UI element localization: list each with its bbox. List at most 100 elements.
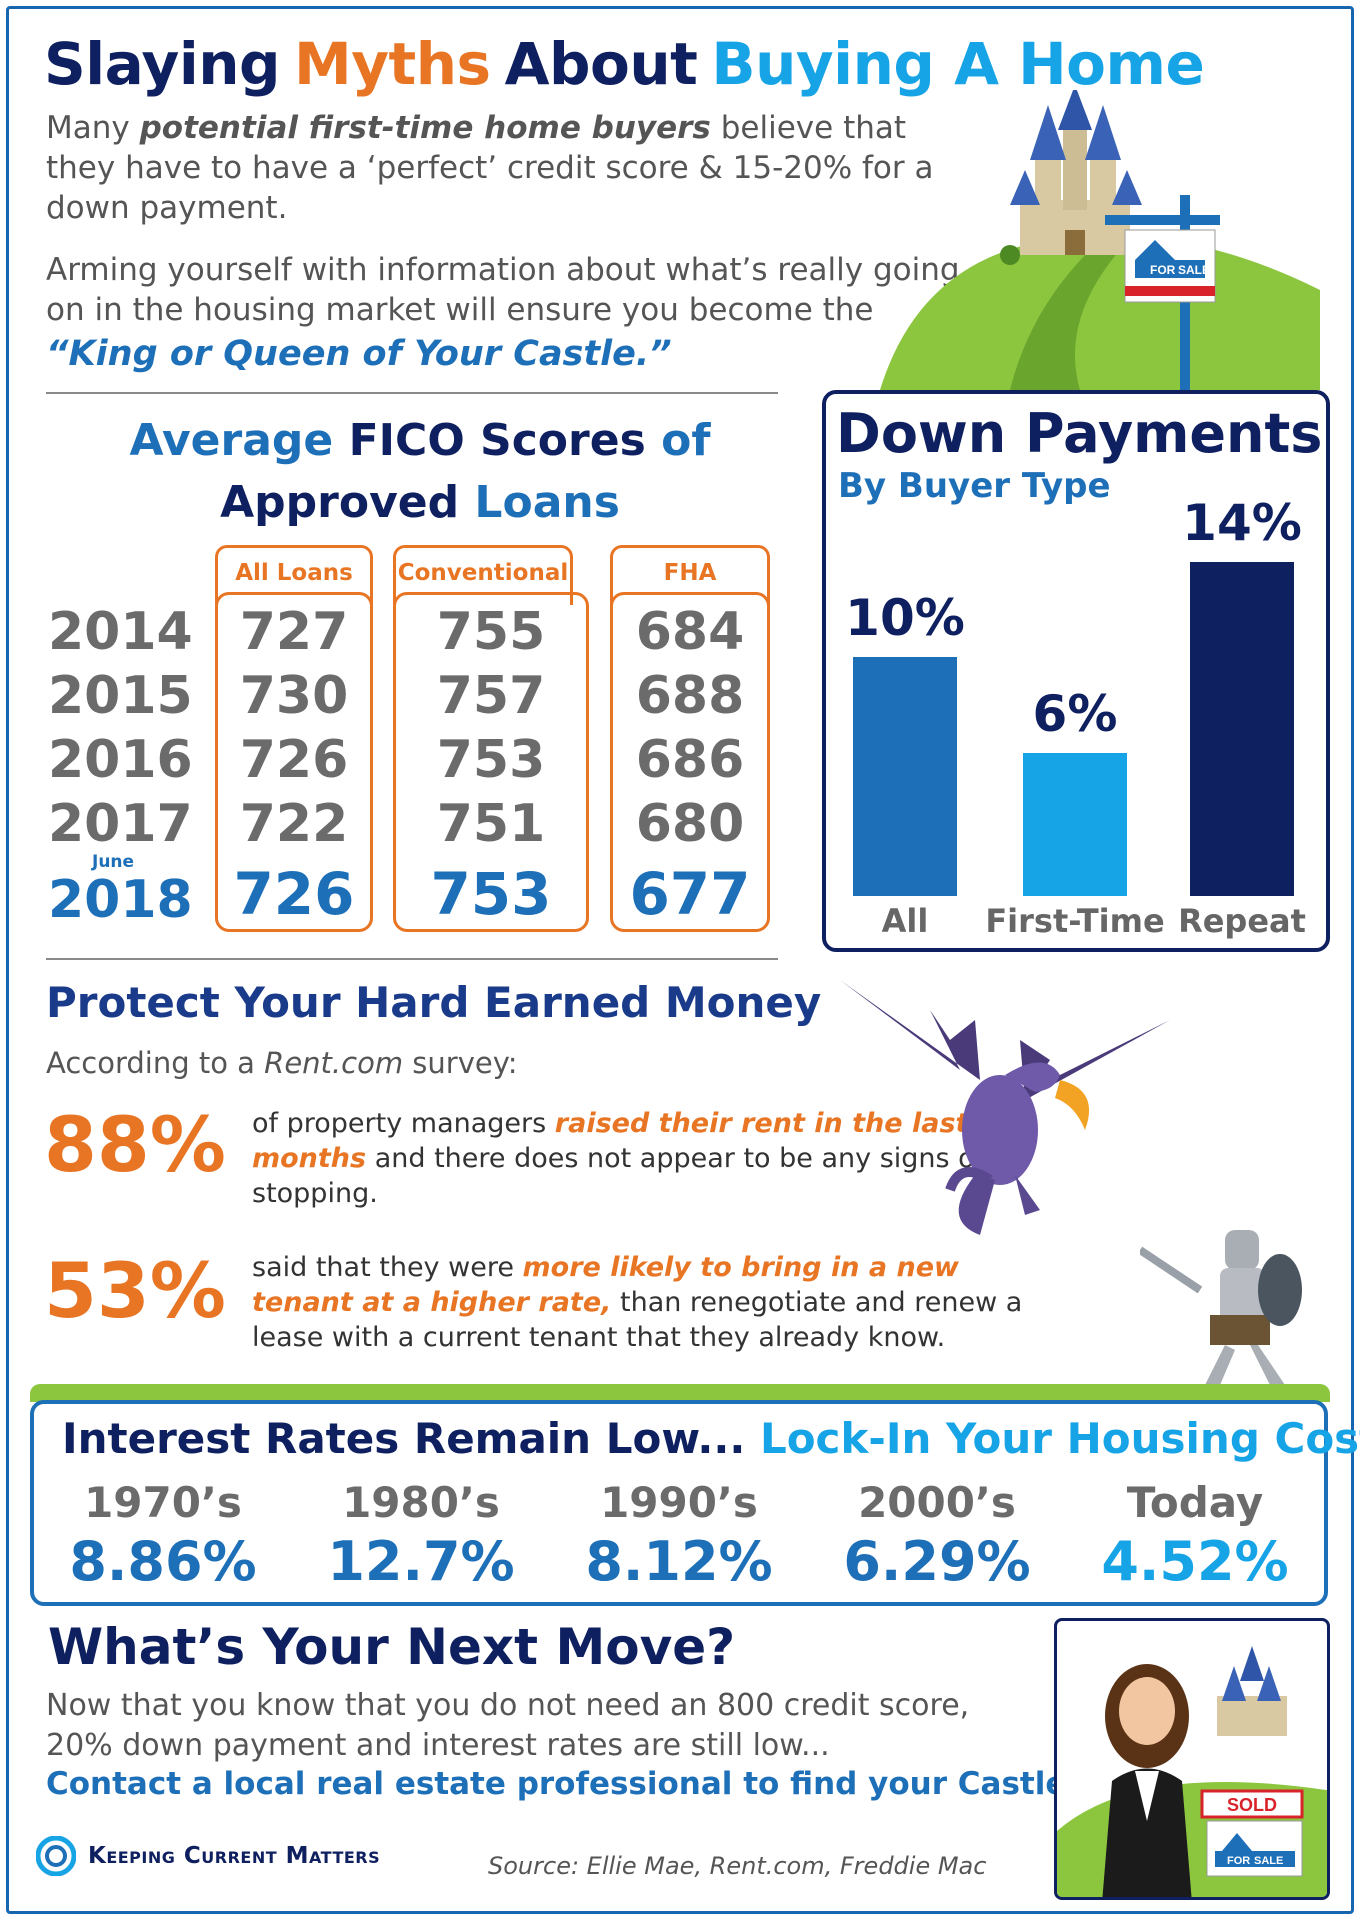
- fico-cell-highlight: 726: [233, 860, 355, 928]
- agent-illustration: SOLD FOR SALE: [1057, 1646, 1327, 1897]
- title-word: Myths: [294, 30, 491, 98]
- bar-all: [853, 657, 957, 896]
- for-sale-text: FOR: [1227, 1855, 1250, 1867]
- bar-value-label: 6%: [1032, 685, 1118, 743]
- page-frame: [6, 6, 1354, 1914]
- rate-value: 8.12%: [585, 1530, 773, 1593]
- contact-cta: Contact a local real estate professional…: [46, 1766, 1081, 1802]
- rate-value: 6.29%: [843, 1530, 1031, 1593]
- decade-label: 2000’s: [858, 1478, 1016, 1527]
- bar-value-label: 10%: [845, 589, 965, 647]
- decade-label: 1970’s: [84, 1478, 242, 1527]
- decade-label: Today: [1126, 1478, 1264, 1527]
- fico-cell: 755: [436, 602, 546, 662]
- bar-repeat: [1190, 562, 1294, 896]
- column-box-fha: [610, 592, 770, 932]
- fico-title-word: FICO Scores: [348, 415, 646, 466]
- interest-title-part: Lock-In Your Housing Cost: [759, 1414, 1360, 1463]
- stat-emphasis: raised their rent in the last 12 months: [252, 1108, 1016, 1174]
- sold-sign-icon: SOLD FOR SALE: [1200, 1789, 1304, 1877]
- grass-strip: [30, 1384, 1330, 1402]
- fico-cell: 727: [239, 602, 349, 662]
- for-sale-text: SALE: [1254, 1855, 1283, 1867]
- survey-source: Rent.com: [264, 1046, 404, 1080]
- bar-category-label: First-Time: [985, 902, 1165, 940]
- rate-value-today: 4.52%: [1101, 1530, 1289, 1593]
- kcm-logo-text: Keeping Current Matters: [88, 1843, 381, 1869]
- survey-intro-text: According to a: [46, 1046, 265, 1080]
- intro-text: Arming yourself with information about w…: [46, 252, 960, 328]
- title-word: Slaying: [44, 30, 281, 98]
- stat-description: said that they were more likely to bring…: [252, 1250, 1032, 1355]
- sold-text: SOLD: [1227, 1795, 1277, 1815]
- stat-text: of property managers: [252, 1108, 555, 1139]
- year-label: 2017: [48, 794, 193, 854]
- year-label: 2014: [48, 602, 193, 662]
- bar-first-time: [1023, 753, 1127, 896]
- column-header-fha: FHA: [610, 545, 770, 605]
- fico-cell: 686: [635, 730, 745, 790]
- down-payments-subtitle: By Buyer Type: [838, 466, 1111, 506]
- column-box-conventional: [393, 592, 589, 932]
- june-label: June: [92, 852, 135, 872]
- year-label: 2015: [48, 666, 193, 726]
- column-box-all-loans: [215, 592, 373, 932]
- fico-title-word: Loans: [474, 477, 620, 528]
- stat-text: than renegotiate and renew a lease with …: [252, 1287, 1023, 1353]
- dragon-illustration: [840, 980, 1170, 1235]
- fico-cell-highlight: 753: [430, 860, 552, 928]
- king-queen-tagline: “King or Queen of Your Castle.”: [46, 334, 672, 374]
- year-label: 2016: [48, 730, 193, 790]
- castle-icon: [1217, 1646, 1287, 1736]
- fico-cell: 688: [635, 666, 745, 726]
- decade-label: 1980’s: [342, 1478, 500, 1527]
- interest-title-part: Interest Rates Remain Low...: [62, 1414, 746, 1463]
- fico-cell: 680: [635, 794, 745, 854]
- fico-cell: 751: [436, 794, 546, 854]
- next-move-title: What’s Your Next Move?: [48, 1618, 736, 1676]
- protect-section-title: Protect Your Hard Earned Money: [46, 978, 822, 1027]
- divider: [46, 958, 778, 960]
- interest-rates-panel: [30, 1400, 1328, 1606]
- fico-cell: 757: [436, 666, 546, 726]
- survey-intro: According to a Rent.com survey:: [46, 1046, 518, 1080]
- stat-description: of property managers raised their rent i…: [252, 1106, 1032, 1211]
- castle-hill-illustration: FOR SALE: [880, 90, 1320, 390]
- castle-icon: [1000, 90, 1155, 265]
- title-word: About: [504, 30, 698, 98]
- bar-category-label: All: [881, 902, 929, 940]
- column-header-all-loans: All Loans: [215, 545, 373, 605]
- column-header-conventional: Conventional: [393, 545, 573, 605]
- next-move-text: Now that you know that you do not need a…: [46, 1688, 970, 1763]
- down-payments-title: Down Payments: [836, 402, 1323, 465]
- fico-cell: 730: [239, 666, 349, 726]
- intro-paragraph: Many potential first-time home buyers be…: [46, 108, 946, 228]
- page-title: Slaying Myths About Buying A Home: [44, 30, 1218, 98]
- bar-value-label: 14%: [1182, 494, 1302, 552]
- interest-rates-title: Interest Rates Remain Low... Lock-In You…: [62, 1414, 1360, 1463]
- for-sale-text: FOR: [1150, 263, 1176, 277]
- fico-cell: 726: [239, 730, 349, 790]
- fico-cell: 753: [436, 730, 546, 790]
- for-sale-sign-icon: FOR SALE: [1105, 195, 1220, 390]
- fico-title-word: Approved: [220, 477, 460, 528]
- intro-text: Many: [46, 110, 140, 146]
- source-citation: Source: Ellie Mae, Rent.com, Freddie Mac: [488, 1852, 987, 1880]
- kcm-logo-icon: [36, 1836, 76, 1876]
- down-payments-panel: [822, 390, 1330, 952]
- title-word: Buying A Home: [711, 30, 1205, 98]
- year-label: 2018: [48, 870, 193, 930]
- fico-cell: 684: [635, 602, 745, 662]
- decade-label: 1990’s: [600, 1478, 758, 1527]
- rate-value: 8.86%: [69, 1530, 257, 1593]
- kcm-logo: Keeping Current Matters: [36, 1836, 380, 1876]
- fico-section-title: Average FICO Scores of Approved Loans: [60, 410, 780, 534]
- stat-percent: 53%: [44, 1246, 226, 1335]
- divider: [46, 392, 778, 394]
- agent-illustration-panel: SOLD FOR SALE: [1054, 1618, 1330, 1900]
- bar-category-label: Repeat: [1178, 902, 1306, 940]
- fico-cell-highlight: 677: [629, 860, 751, 928]
- intro-paragraph-2: Arming yourself with information about w…: [46, 250, 966, 374]
- intro-emphasis: potential first-time home buyers: [139, 110, 711, 146]
- rate-value: 12.7%: [327, 1530, 515, 1593]
